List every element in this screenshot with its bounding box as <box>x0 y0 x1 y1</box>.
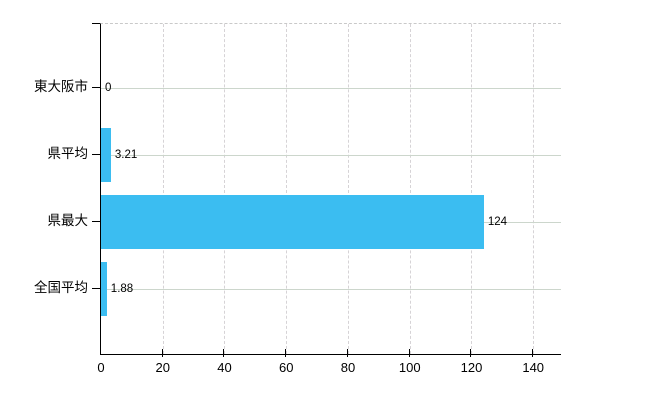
vertical-gridline <box>471 24 473 354</box>
data-bar <box>101 128 111 182</box>
x-tick-label: 140 <box>522 360 545 375</box>
value-label: 3.21 <box>114 149 138 161</box>
x-tick-label: 80 <box>340 360 356 375</box>
x-tick-label: 100 <box>398 360 421 375</box>
x-axis-tick <box>408 349 410 357</box>
category-label: 県平均 <box>47 146 89 161</box>
category-label: 県最大 <box>47 213 89 228</box>
data-bar <box>101 262 107 316</box>
value-label: 0 <box>105 82 112 94</box>
x-tick-label: 40 <box>217 360 232 375</box>
vertical-gridline <box>347 24 349 354</box>
category-tick <box>92 154 100 155</box>
vertical-gridline <box>409 24 411 354</box>
vertical-gridline <box>224 24 226 354</box>
x-axis-tick <box>161 349 163 357</box>
x-axis-tick <box>470 349 472 357</box>
category-tick <box>92 221 100 222</box>
data-bar <box>101 195 484 249</box>
vertical-gridline <box>162 24 164 354</box>
vertical-gridline <box>533 24 535 354</box>
y-axis-top-tick <box>92 23 100 24</box>
category-tick <box>92 288 100 289</box>
value-label: 124 <box>487 216 507 228</box>
x-axis-tick <box>223 349 225 357</box>
horizontal-gridline <box>101 289 561 290</box>
x-axis-tick <box>532 349 534 357</box>
vertical-gridline <box>286 24 288 354</box>
category-label: 東大阪市 <box>34 79 88 94</box>
x-tick-label: 0 <box>97 360 105 375</box>
x-axis-tick <box>285 349 287 357</box>
value-label: 1.88 <box>110 283 134 295</box>
plot-area: 0 3.21 124 1.88 <box>100 23 561 355</box>
x-tick-label: 60 <box>279 360 294 375</box>
x-tick-label: 120 <box>460 360 483 375</box>
x-tick-label: 20 <box>155 360 170 375</box>
horizontal-gridline <box>101 88 561 89</box>
x-axis-tick <box>346 349 348 357</box>
category-label: 全国平均 <box>34 280 88 295</box>
horizontal-gridline <box>101 155 561 156</box>
category-tick <box>92 87 100 88</box>
